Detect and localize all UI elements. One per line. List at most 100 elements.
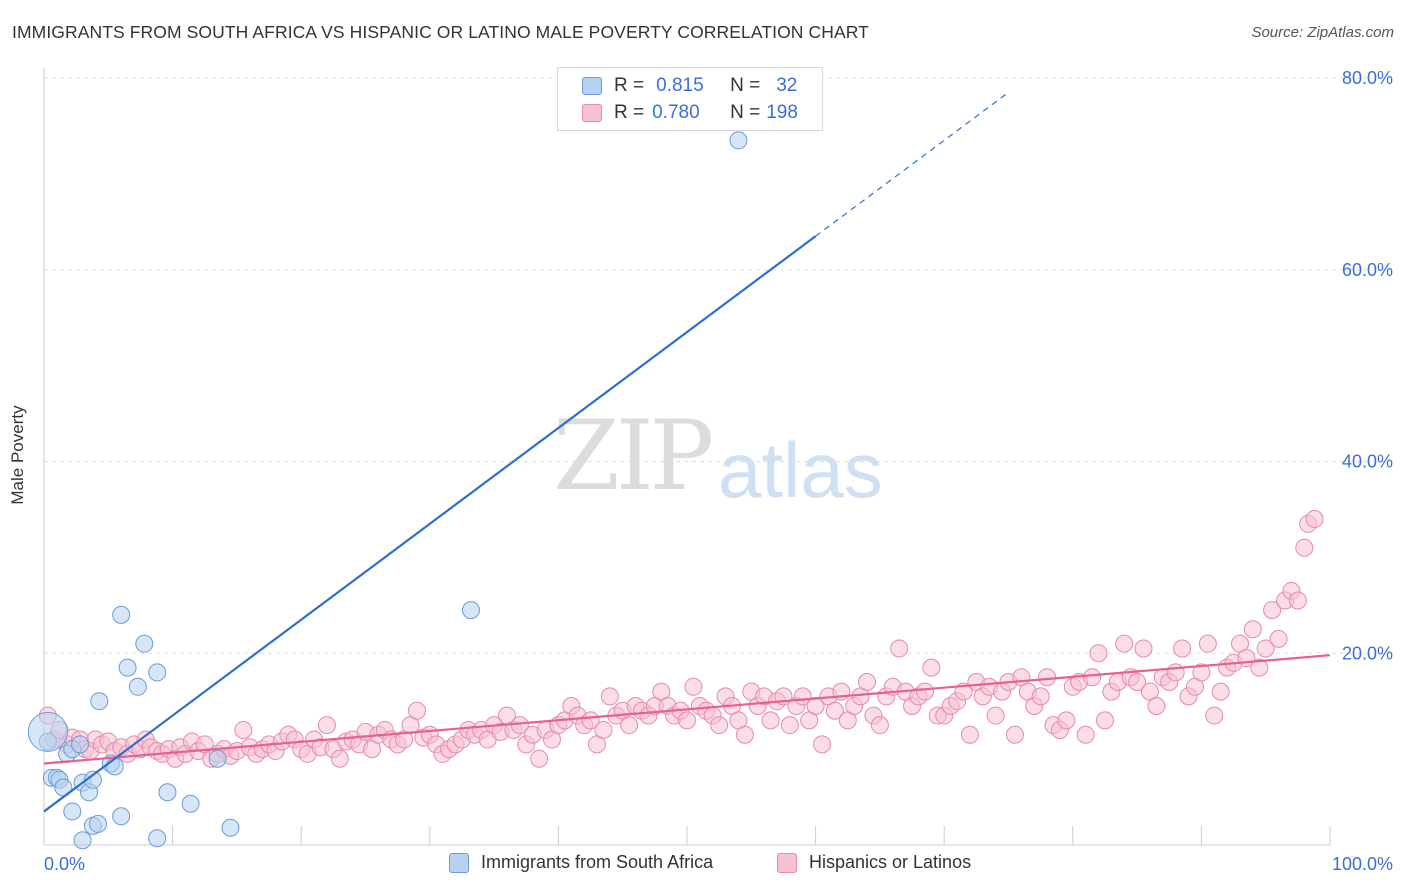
- x-tick-label: 0.0%: [44, 854, 85, 874]
- data-point-hispanics: [1089, 644, 1108, 663]
- correlation-legend: R = 0.815 N = 32 R = 0.780 N = 198: [557, 67, 823, 131]
- legend-n-value: 198: [766, 102, 798, 123]
- legend-row-south-africa: R = 0.815 N = 32: [582, 74, 797, 98]
- data-point-hispanics: [1173, 639, 1192, 658]
- data-point-hispanics: [1031, 687, 1050, 706]
- data-point-hispanics: [735, 725, 754, 744]
- data-point-south-africa: [71, 735, 90, 754]
- data-point-south-africa: [112, 605, 131, 624]
- y-tick-label: 80.0%: [1342, 68, 1393, 88]
- legend-r-label: R =: [614, 75, 645, 96]
- data-point-hispanics: [234, 720, 253, 739]
- data-point-hispanics: [620, 716, 639, 735]
- data-point-hispanics: [1083, 668, 1102, 687]
- data-point-south-africa: [128, 677, 147, 696]
- legend-swatch-pink: [777, 852, 797, 873]
- legend-n-label: N =: [730, 102, 761, 123]
- data-point-south-africa: [221, 818, 240, 837]
- legend-r-value: 0.780: [652, 102, 700, 123]
- y-tick-label: 60.0%: [1342, 260, 1393, 280]
- watermark-zip: ZIP: [553, 400, 714, 512]
- legend-r-value: 0.815: [656, 75, 704, 96]
- data-point-hispanics: [922, 658, 941, 677]
- data-point-hispanics: [1263, 601, 1282, 620]
- data-point-hispanics: [915, 682, 934, 701]
- data-point-hispanics: [1295, 538, 1314, 557]
- data-point-hispanics: [1269, 629, 1288, 648]
- legend-item-south-africa[interactable]: Immigrants from South Africa: [449, 852, 713, 873]
- legend-swatch-blue: [449, 852, 469, 873]
- legend-label: Immigrants from South Africa: [481, 852, 714, 872]
- legend-n-value: 32: [776, 75, 798, 96]
- data-point-south-africa: [181, 794, 200, 813]
- data-point-south-africa: [90, 692, 109, 711]
- data-point-hispanics: [530, 749, 549, 768]
- data-point-hispanics: [1134, 639, 1153, 658]
- series-legend: Immigrants from South Africa Hispanics o…: [0, 852, 1406, 878]
- data-point-south-africa: [148, 663, 167, 682]
- data-point-hispanics: [1128, 673, 1147, 692]
- data-point-south-africa: [27, 711, 68, 752]
- trendline-south-africa: [43, 235, 817, 813]
- legend-swatch-pink: [582, 104, 602, 122]
- legend-r-label: R =: [614, 102, 645, 123]
- data-point-hispanics: [1038, 668, 1057, 687]
- trendline-south-africa-extension: [815, 91, 1009, 237]
- data-point-hispanics: [870, 716, 889, 735]
- data-point-hispanics: [330, 749, 349, 768]
- data-point-hispanics: [1115, 634, 1134, 653]
- data-point-hispanics: [858, 673, 877, 692]
- data-point-hispanics: [1211, 682, 1230, 701]
- trendline-hispanics: [43, 654, 1331, 765]
- data-point-hispanics: [1147, 696, 1166, 715]
- data-point-hispanics: [710, 716, 729, 735]
- data-point-hispanics: [1095, 711, 1114, 730]
- legend-row-hispanics: R = 0.780 N = 198: [582, 101, 798, 125]
- data-point-hispanics: [761, 711, 780, 730]
- chart-title: IMMIGRANTS FROM SOUTH AFRICA VS HISPANIC…: [12, 22, 869, 42]
- data-point-south-africa: [461, 601, 480, 620]
- data-point-hispanics: [1205, 706, 1224, 725]
- data-point-south-africa: [118, 658, 137, 677]
- data-point-hispanics: [1076, 725, 1095, 744]
- legend-swatch-blue: [582, 77, 602, 95]
- data-point-hispanics: [1250, 658, 1269, 677]
- legend-n-label: N =: [730, 75, 761, 96]
- data-point-hispanics: [813, 735, 832, 754]
- data-point-hispanics: [1057, 711, 1076, 730]
- data-point-south-africa: [148, 829, 167, 848]
- data-point-hispanics: [825, 701, 844, 720]
- data-point-hispanics: [1243, 620, 1262, 639]
- data-point-hispanics: [594, 720, 613, 739]
- data-point-hispanics: [1198, 634, 1217, 653]
- x-tick-label: 100.0%: [1332, 854, 1393, 874]
- data-point-hispanics: [1005, 725, 1024, 744]
- legend-label: Hispanics or Latinos: [809, 852, 972, 872]
- data-point-hispanics: [960, 725, 979, 744]
- data-point-hispanics: [1166, 663, 1185, 682]
- data-point-hispanics: [986, 706, 1005, 725]
- data-point-south-africa: [135, 634, 154, 653]
- data-point-south-africa: [63, 802, 82, 821]
- data-point-hispanics: [407, 701, 426, 720]
- data-point-hispanics: [780, 716, 799, 735]
- data-point-hispanics: [1305, 510, 1324, 529]
- data-point-south-africa: [112, 807, 131, 826]
- data-point-south-africa: [105, 757, 124, 776]
- data-point-hispanics: [1192, 663, 1211, 682]
- source-credit: Source: ZipAtlas.com: [1251, 24, 1394, 41]
- data-point-south-africa: [73, 831, 92, 850]
- data-point-hispanics: [1256, 639, 1275, 658]
- data-point-south-africa: [89, 814, 108, 833]
- watermark-atlas: atlas: [718, 426, 883, 514]
- data-point-hispanics: [890, 639, 909, 658]
- data-point-south-africa: [158, 783, 177, 802]
- legend-item-hispanics[interactable]: Hispanics or Latinos: [777, 852, 971, 873]
- data-point-hispanics: [1288, 591, 1307, 610]
- data-point-hispanics: [684, 677, 703, 696]
- data-point-hispanics: [317, 716, 336, 735]
- data-point-hispanics: [600, 687, 619, 706]
- data-point-south-africa: [208, 749, 227, 768]
- data-point-hispanics: [678, 711, 696, 730]
